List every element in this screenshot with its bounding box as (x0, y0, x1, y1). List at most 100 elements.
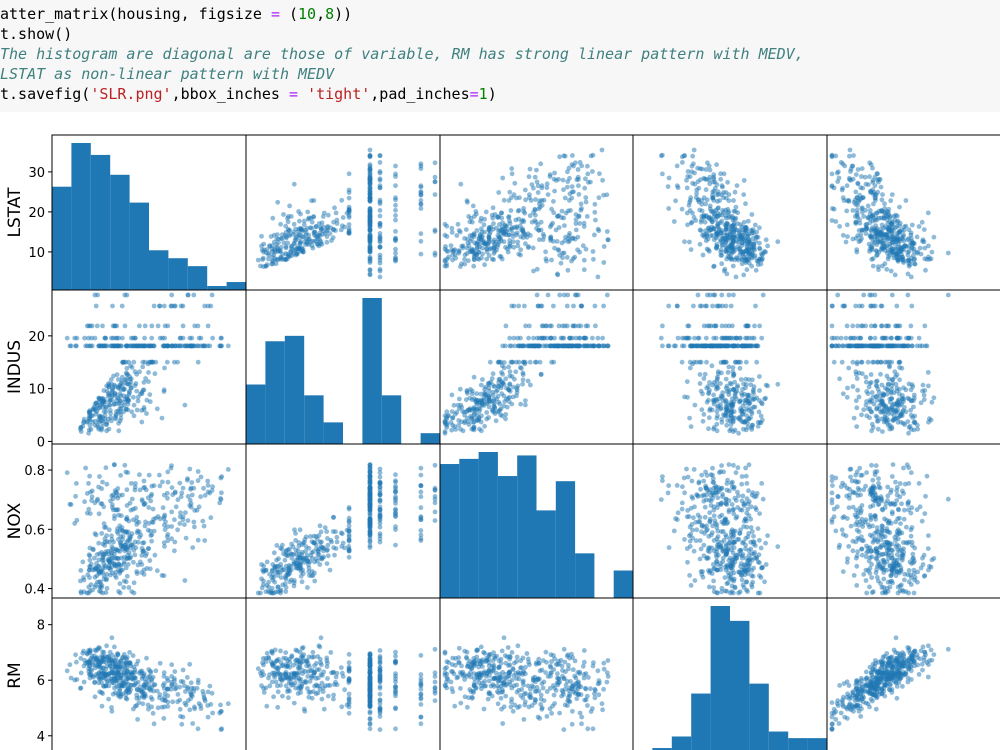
scatter-point (701, 323, 707, 329)
scatter-point (579, 303, 585, 309)
scatter-point (696, 197, 701, 202)
scatter-point (313, 234, 319, 239)
histogram-bar (478, 452, 498, 598)
scatter-point (306, 236, 311, 242)
scatter-point (179, 490, 185, 496)
scatter-point (873, 195, 878, 201)
scatter-point (129, 496, 135, 502)
scatter-point (491, 396, 497, 402)
scatter-point (377, 197, 383, 203)
scatter-point (270, 258, 276, 264)
scatter-point (104, 422, 110, 427)
scatter-point (87, 411, 92, 417)
panel-lstat-vs-indus (255, 147, 438, 280)
scatter-point (701, 412, 707, 417)
histogram-bar (459, 458, 479, 598)
scatter-point (377, 492, 383, 498)
scatter-point (127, 555, 133, 561)
scatter-point (835, 292, 841, 298)
scatter-point (859, 359, 864, 365)
scatter-point (137, 472, 142, 478)
scatter-point (875, 343, 880, 349)
scatter-point (714, 415, 720, 421)
scatter-point (836, 343, 842, 349)
scatter-point (565, 343, 571, 349)
scatter-point (418, 231, 424, 237)
scatter-point (93, 582, 99, 588)
scatter-point (187, 466, 193, 472)
scatter-point (905, 419, 911, 424)
scatter-point (738, 507, 743, 513)
scatter-point (325, 212, 331, 218)
scatter-point (886, 376, 892, 382)
scatter-point (855, 323, 860, 329)
scatter-point (671, 219, 677, 224)
scatter-point (173, 504, 179, 510)
scatter-point (697, 303, 703, 309)
scatter-point (732, 427, 738, 433)
scatter-point (164, 359, 170, 365)
scatter-point (895, 398, 901, 404)
scatter-point (377, 252, 383, 258)
scatter-point (464, 389, 470, 394)
scatter-point (710, 343, 715, 349)
scatter-point (393, 508, 398, 513)
scatter-point (858, 197, 863, 202)
scatter-point (572, 323, 578, 329)
scatter-point (699, 214, 705, 219)
scatter-point (140, 359, 146, 365)
scatter-point (735, 383, 740, 388)
scatter-point (88, 489, 93, 495)
scatter-point (583, 199, 589, 205)
scatter-point (883, 244, 889, 250)
scatter-point (104, 428, 109, 434)
scatter-point (96, 484, 101, 490)
scatter-point (903, 223, 909, 229)
scatter-point (280, 232, 285, 237)
scatter-point (592, 201, 598, 207)
scatter-point (513, 217, 519, 223)
scatter-point (115, 531, 121, 536)
scatter-point (556, 248, 561, 253)
scatter-point (844, 183, 850, 189)
code-line: atter_matrix(housing, figsize = (10,8)) (0, 4, 352, 24)
scatter-point (93, 303, 99, 309)
scatter-point (103, 335, 109, 341)
scatter-point (346, 523, 352, 529)
scatter-point (830, 303, 835, 309)
scatter-point (467, 233, 473, 238)
scatter-point (142, 523, 148, 529)
scatter-point (703, 187, 709, 193)
scatter-point (555, 272, 561, 278)
scatter-point (275, 257, 281, 263)
scatter-point (684, 185, 690, 191)
scatter-point (591, 256, 596, 262)
scatter-point (367, 256, 373, 261)
scatter-point (474, 244, 480, 250)
scatter-point (746, 407, 752, 413)
scatter-point (90, 419, 95, 425)
scatter-point (870, 394, 876, 400)
scatter-point (299, 228, 305, 234)
scatter-point (876, 406, 882, 412)
scatter-point (195, 478, 201, 484)
scatter-point (711, 380, 717, 385)
scatter-point (741, 539, 746, 545)
scatter-point (121, 559, 127, 565)
scatter-point (730, 323, 735, 329)
scatter-point (309, 550, 315, 556)
scatter-point (870, 263, 876, 269)
scatter-point (445, 413, 451, 419)
scatter-point (301, 222, 307, 228)
scatter-point (718, 501, 724, 507)
scatter-point (521, 206, 526, 211)
scatter-point (459, 243, 465, 249)
scatter-point (151, 528, 157, 534)
scatter-point (736, 257, 741, 263)
scatter-point (557, 154, 562, 160)
scatter-point (185, 494, 191, 499)
scatter-point (139, 419, 145, 425)
histogram-bar (536, 510, 556, 598)
scatter-point (665, 490, 671, 496)
code-cell[interactable]: atter_matrix(housing, figsize = (10,8)) t… (0, 0, 1000, 113)
